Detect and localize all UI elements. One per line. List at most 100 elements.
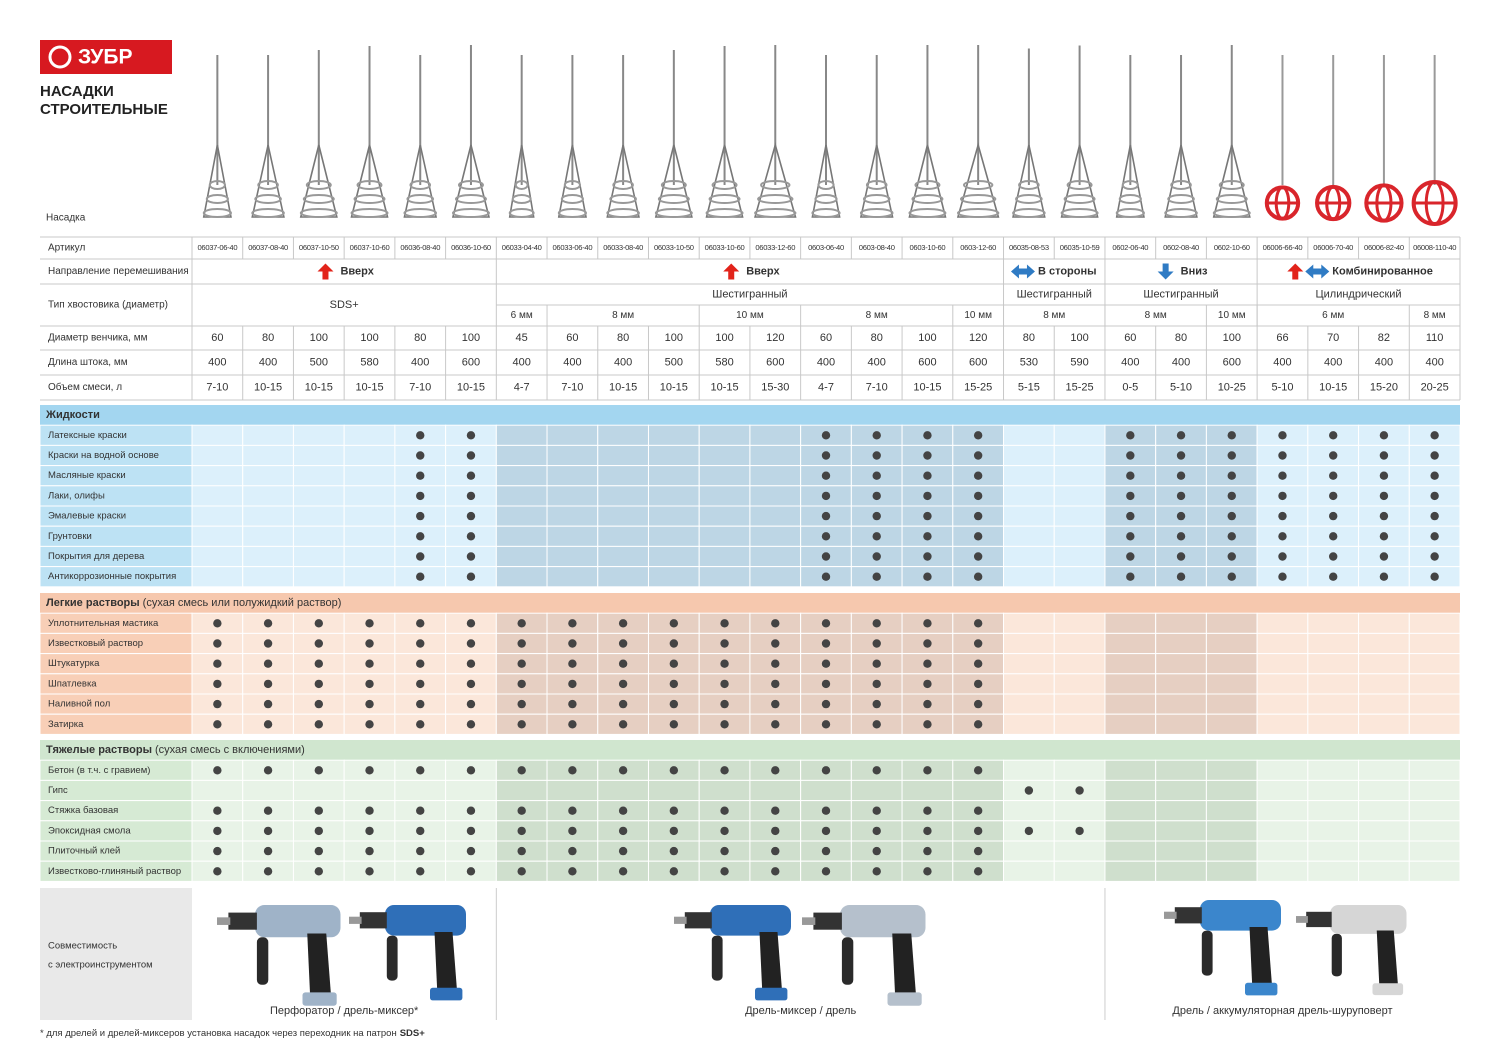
cell-length: 400 xyxy=(563,356,581,368)
dot xyxy=(314,639,323,648)
whisk-spiral xyxy=(508,208,535,218)
dot xyxy=(720,619,729,628)
dot xyxy=(416,867,425,876)
whisk-spiral xyxy=(254,194,282,204)
arrow-sideways xyxy=(1305,264,1330,279)
row-label: Длина штока, мм xyxy=(48,357,128,368)
dot xyxy=(720,699,729,709)
cell xyxy=(343,545,396,568)
section-name: Легкие растворы xyxy=(46,597,140,609)
cell xyxy=(1053,632,1106,655)
dot xyxy=(973,431,983,440)
dot xyxy=(669,679,679,689)
cell-article: 06006-70-40 xyxy=(1313,243,1353,252)
dot xyxy=(923,679,932,689)
dot xyxy=(466,619,476,628)
dot xyxy=(618,679,628,689)
dot xyxy=(365,619,374,628)
dot xyxy=(365,659,374,668)
cell-volume: 5-15 xyxy=(1018,381,1040,393)
whisk-spiral xyxy=(1121,180,1139,190)
cell-length: 400 xyxy=(614,356,632,368)
arrow-up xyxy=(723,263,740,280)
cell xyxy=(749,566,802,588)
dot xyxy=(568,699,577,709)
dot xyxy=(1278,431,1287,440)
tool-caption: Дрель / аккумуляторная дрель-шуруповерт xyxy=(1172,1005,1392,1017)
cell xyxy=(495,779,548,802)
tool-chuck xyxy=(1296,916,1308,923)
row-label: Известково-глиняный раствор xyxy=(48,866,181,877)
tool-body xyxy=(840,905,926,938)
cell xyxy=(1155,612,1207,634)
shank-size: 8 мм xyxy=(612,310,634,321)
row-label: Покрытия для дерева xyxy=(48,551,145,562)
section-subtitle: (сухая смесь с включениями) xyxy=(155,744,305,756)
whisk-spiral xyxy=(757,194,794,204)
dot xyxy=(213,659,222,668)
dot xyxy=(1430,532,1439,541)
cell xyxy=(1003,566,1055,588)
cell xyxy=(191,485,244,507)
row-label: Артикул xyxy=(48,243,85,254)
whisk-spiral xyxy=(1118,194,1142,204)
dot xyxy=(1278,552,1287,561)
dot xyxy=(821,552,831,561)
cell xyxy=(749,444,802,467)
dot xyxy=(821,867,831,876)
row-label: Уплотнительная мастика xyxy=(48,618,159,629)
cell xyxy=(242,525,294,547)
dot xyxy=(618,806,628,815)
dot xyxy=(416,846,425,856)
dot xyxy=(1126,431,1135,440)
dot xyxy=(923,552,932,561)
whisk-spiral xyxy=(754,208,797,218)
cell xyxy=(597,485,649,507)
cell xyxy=(1003,759,1055,781)
dot xyxy=(1278,491,1287,501)
dot xyxy=(1379,552,1389,561)
cell xyxy=(1256,713,1309,735)
dot xyxy=(1278,451,1287,460)
whisk-spiral xyxy=(202,208,232,218)
cell xyxy=(698,465,751,487)
cell xyxy=(1408,759,1461,781)
dot xyxy=(821,659,831,668)
cell xyxy=(1053,840,1106,862)
cell xyxy=(242,505,294,527)
dot xyxy=(771,867,780,876)
dot xyxy=(213,720,222,729)
dot xyxy=(1379,491,1389,501)
cell xyxy=(1205,800,1258,822)
cell xyxy=(1104,860,1157,882)
dot xyxy=(923,720,932,729)
row-label: Наливной пол xyxy=(48,699,110,710)
dot xyxy=(1329,552,1338,561)
cell-diameter: 45 xyxy=(516,332,528,344)
cell xyxy=(394,779,447,802)
cell xyxy=(191,465,244,487)
dot xyxy=(923,511,932,521)
whisk-spiral xyxy=(350,208,389,218)
dot xyxy=(416,552,425,561)
dot xyxy=(314,846,323,856)
section-title: Легкие растворы (сухая смесь или полужидк… xyxy=(46,597,341,609)
cell xyxy=(1408,860,1461,882)
section-title: Жидкости xyxy=(45,409,100,421)
dot xyxy=(669,699,679,709)
cell-length: 400 xyxy=(411,356,429,368)
dot xyxy=(1176,471,1186,480)
dot xyxy=(821,720,831,729)
cell xyxy=(1104,759,1157,781)
cell xyxy=(292,465,345,487)
dot xyxy=(416,806,425,815)
cell-length: 600 xyxy=(918,356,936,368)
dot xyxy=(973,572,983,581)
tool-grip xyxy=(1376,930,1398,986)
cell xyxy=(1003,612,1055,634)
section-name: Жидкости xyxy=(45,409,100,421)
dot xyxy=(1176,451,1186,460)
dot xyxy=(973,867,983,876)
dot xyxy=(771,679,780,689)
cell-volume: 10-15 xyxy=(710,381,738,393)
